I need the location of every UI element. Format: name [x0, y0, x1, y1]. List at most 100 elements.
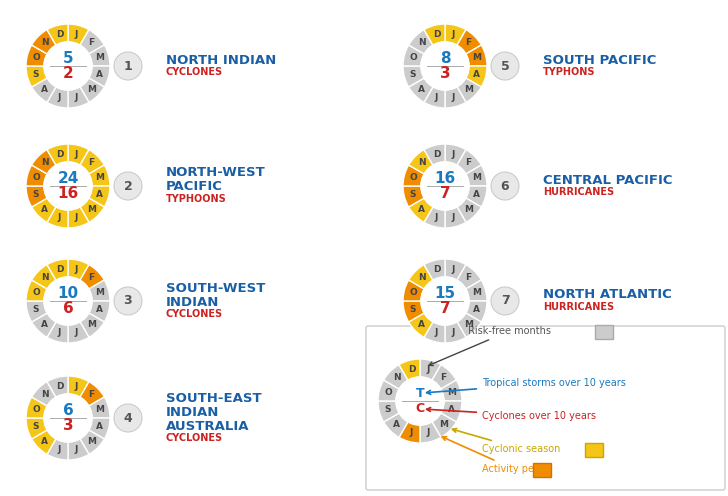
FancyBboxPatch shape — [585, 443, 603, 457]
Text: M: M — [464, 85, 472, 94]
Text: A: A — [96, 70, 103, 79]
Text: D: D — [432, 30, 440, 39]
Text: O: O — [32, 173, 40, 182]
Text: J: J — [452, 328, 455, 337]
Wedge shape — [457, 265, 481, 289]
Wedge shape — [68, 322, 89, 343]
Text: J: J — [58, 445, 61, 454]
Circle shape — [114, 287, 142, 315]
Wedge shape — [26, 301, 47, 322]
Wedge shape — [26, 45, 47, 66]
Wedge shape — [89, 186, 110, 207]
Circle shape — [114, 404, 142, 432]
Wedge shape — [403, 66, 424, 87]
FancyBboxPatch shape — [533, 463, 551, 477]
Wedge shape — [80, 78, 104, 102]
Text: O: O — [384, 388, 392, 397]
Wedge shape — [26, 280, 47, 301]
Text: 3: 3 — [440, 65, 451, 81]
Wedge shape — [31, 198, 56, 222]
Text: HURRICANES: HURRICANES — [543, 302, 614, 312]
Text: J: J — [452, 265, 455, 274]
Wedge shape — [440, 401, 462, 422]
Text: J: J — [58, 328, 61, 337]
Text: F: F — [88, 158, 95, 167]
Text: AUSTRALIA: AUSTRALIA — [166, 420, 250, 433]
Wedge shape — [403, 301, 424, 322]
Text: 2: 2 — [63, 65, 74, 81]
Text: J: J — [75, 328, 78, 337]
Circle shape — [396, 377, 444, 425]
Wedge shape — [80, 430, 104, 454]
Text: A: A — [418, 320, 425, 329]
Text: M: M — [87, 437, 96, 446]
Text: J: J — [75, 150, 78, 159]
Text: 16: 16 — [435, 171, 456, 186]
Wedge shape — [445, 207, 466, 228]
Text: M: M — [472, 288, 481, 297]
Wedge shape — [399, 359, 420, 380]
Wedge shape — [80, 198, 104, 222]
Text: S: S — [33, 70, 39, 79]
Text: SOUTH-EAST: SOUTH-EAST — [166, 391, 261, 405]
Wedge shape — [26, 186, 47, 207]
Text: 7: 7 — [501, 295, 510, 308]
Text: A: A — [393, 420, 400, 429]
Text: HURRICANES: HURRICANES — [543, 187, 614, 197]
Wedge shape — [80, 30, 104, 54]
Wedge shape — [68, 207, 89, 228]
Text: 7: 7 — [440, 186, 451, 201]
Text: S: S — [33, 305, 39, 314]
Text: J: J — [452, 213, 455, 222]
Text: D: D — [56, 381, 63, 391]
Text: SOUTH PACIFIC: SOUTH PACIFIC — [543, 54, 657, 66]
Wedge shape — [384, 413, 408, 437]
Wedge shape — [80, 313, 104, 337]
Wedge shape — [31, 78, 56, 102]
Text: 1: 1 — [124, 60, 132, 72]
Wedge shape — [457, 78, 481, 102]
Wedge shape — [408, 265, 433, 289]
Wedge shape — [420, 359, 441, 380]
Text: J: J — [452, 93, 455, 102]
Text: D: D — [432, 265, 440, 274]
Wedge shape — [466, 45, 487, 66]
Text: F: F — [88, 273, 95, 282]
Text: S: S — [33, 422, 39, 431]
Text: J: J — [75, 381, 78, 391]
Wedge shape — [432, 365, 456, 389]
Wedge shape — [408, 313, 433, 337]
Circle shape — [421, 42, 469, 90]
Wedge shape — [31, 150, 56, 174]
Circle shape — [44, 277, 92, 325]
Wedge shape — [408, 198, 433, 222]
Circle shape — [491, 287, 519, 315]
Text: INDIAN: INDIAN — [166, 406, 219, 419]
Text: J: J — [58, 93, 61, 102]
Wedge shape — [440, 380, 462, 401]
Text: A: A — [41, 205, 48, 214]
Text: M: M — [95, 288, 104, 297]
Text: M: M — [472, 53, 481, 62]
Text: F: F — [465, 158, 472, 167]
Text: J: J — [75, 213, 78, 222]
Text: N: N — [41, 273, 49, 282]
Text: A: A — [473, 305, 480, 314]
Text: A: A — [418, 85, 425, 94]
Text: F: F — [440, 373, 446, 382]
Text: 8: 8 — [440, 51, 451, 66]
Text: N: N — [41, 390, 49, 399]
Text: A: A — [418, 205, 425, 214]
Text: J: J — [435, 93, 438, 102]
Text: 6: 6 — [63, 403, 74, 418]
Text: S: S — [33, 190, 39, 199]
Wedge shape — [424, 259, 445, 280]
Text: M: M — [95, 405, 104, 414]
Text: Cyclones over 10 years: Cyclones over 10 years — [427, 408, 596, 421]
Text: N: N — [418, 38, 425, 47]
Wedge shape — [31, 313, 56, 337]
Text: D: D — [432, 150, 440, 159]
Wedge shape — [89, 301, 110, 322]
Wedge shape — [399, 422, 420, 443]
Wedge shape — [403, 280, 424, 301]
